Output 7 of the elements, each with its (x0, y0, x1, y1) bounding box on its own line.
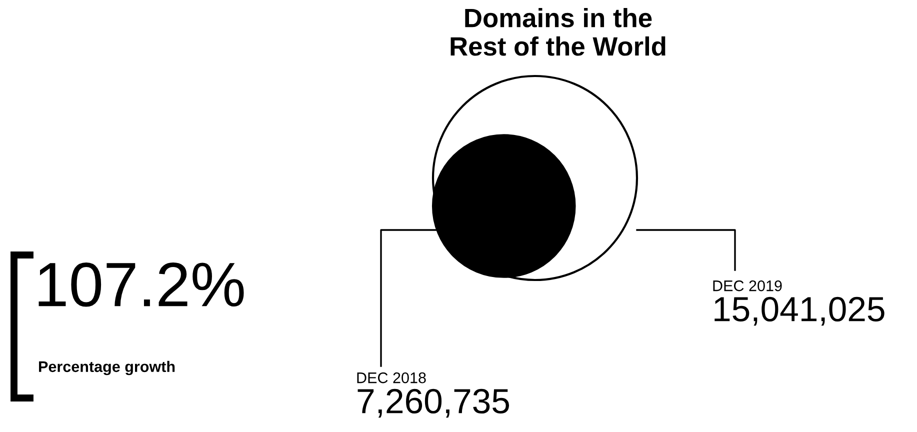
category-label: DEC 2018 (357, 372, 426, 384)
category-label: DEC 2019 (713, 280, 782, 292)
data-label: 7,260,735 (358, 388, 510, 418)
text: Domains in the Rest of the World (450, 8, 666, 56)
text: 107.2% (38, 262, 244, 307)
data-label: 15,041,025 (714, 296, 884, 326)
text: Percentage growth (39, 360, 175, 376)
